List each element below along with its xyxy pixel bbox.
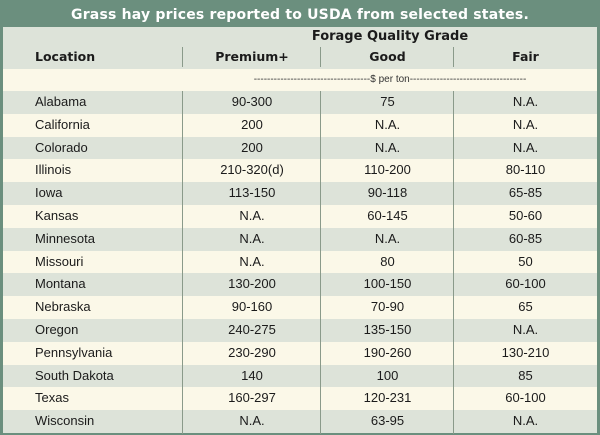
table-row: Iowa 113-150 90-118 65-85	[3, 182, 597, 205]
location-cell: Wisconsin	[35, 413, 95, 429]
premium-cell: 200	[241, 116, 263, 132]
fair-cell: N.A.	[512, 116, 539, 132]
table-row: Colorado 200 N.A. N.A.	[3, 136, 597, 160]
fair-cell: N.A.	[512, 322, 539, 337]
good-cell: 60-145	[367, 208, 408, 223]
column-divider-2	[320, 91, 321, 434]
location-cell: Missouri	[35, 253, 84, 269]
fair-cell: 60-100	[505, 390, 546, 406]
good-cell: 90-118	[367, 185, 408, 201]
good-cell: 110-200	[364, 162, 411, 178]
table-row: Nebraska 90-160 70-90 65	[3, 296, 597, 319]
good-cell: N.A.	[374, 116, 401, 132]
good-cell: 63-95	[370, 413, 405, 429]
table-title: Grass hay prices reported to USDA from s…	[3, 3, 597, 27]
location-cell: Illinois	[35, 162, 72, 178]
location-cell: South Dakota	[35, 367, 114, 383]
column-header-premium: Premium+	[215, 49, 289, 64]
table-row: Montana 130-200 100-150 60-100	[3, 273, 597, 297]
table-row: Minnesota N.A. N.A. 60-85	[3, 227, 597, 251]
good-cell: N.A.	[374, 139, 401, 155]
unit-label: -----------------------------------$ per…	[253, 74, 527, 85]
good-cell: 80	[380, 253, 395, 269]
premium-cell: 90-160	[231, 299, 273, 315]
column-divider-1-header	[182, 47, 183, 67]
fair-cell: 130-210	[501, 344, 550, 360]
header-band	[3, 27, 597, 69]
premium-cell: 90-300	[231, 94, 273, 109]
table-row: Pennsylvania 230-290 190-260 130-210	[3, 341, 597, 365]
table-row: Oregon 240-275 135-150 N.A.	[3, 319, 597, 342]
premium-cell: 230-290	[228, 344, 276, 360]
premium-cell: 130-200	[228, 276, 276, 292]
premium-cell: N.A.	[239, 208, 265, 223]
unit-row	[3, 69, 597, 91]
fair-cell: 50	[518, 253, 533, 269]
fair-cell: N.A.	[512, 139, 539, 155]
good-cell: 100-150	[363, 276, 412, 292]
fair-cell: 60-85	[508, 230, 543, 246]
premium-cell: 210-320(d)	[220, 162, 284, 178]
premium-cell: 140	[241, 367, 263, 383]
premium-cell: N.A.	[239, 253, 265, 269]
fair-cell: N.A.	[512, 413, 539, 429]
good-cell: N.A.	[374, 230, 401, 246]
fair-cell: 65-85	[508, 185, 543, 201]
premium-cell: N.A.	[239, 230, 265, 246]
good-cell: 120-231	[363, 390, 412, 406]
location-cell: Texas	[35, 390, 69, 406]
column-divider-3	[453, 91, 454, 434]
good-cell: 100	[376, 367, 399, 383]
premium-cell: 240-275	[228, 322, 276, 337]
premium-cell: 200	[241, 139, 263, 155]
premium-cell: N.A.	[239, 413, 265, 429]
location-cell: Oregon	[35, 322, 79, 337]
location-cell: Kansas	[35, 208, 79, 223]
location-cell: Nebraska	[35, 299, 91, 315]
table-row: Illinois 210-320(d) 110-200 80-110	[3, 159, 597, 183]
table-row: South Dakota 140 100 85	[3, 364, 597, 388]
location-cell: Colorado	[35, 139, 88, 155]
good-cell: 75	[380, 94, 395, 109]
table-row: Texas 160-297 120-231 60-100	[3, 387, 597, 411]
fair-cell: N.A.	[512, 94, 539, 109]
table-row: Kansas N.A. 60-145 50-60	[3, 205, 597, 228]
good-cell: 70-90	[370, 299, 405, 315]
location-cell: Pennsylvania	[35, 344, 113, 360]
location-cell: Montana	[35, 276, 86, 292]
location-cell: California	[35, 116, 90, 132]
column-header-fair: Fair	[512, 49, 539, 64]
table-row: Missouri N.A. 80 50	[3, 250, 597, 274]
good-cell: 190-260	[363, 344, 412, 360]
column-header-good: Good	[369, 49, 406, 64]
column-divider-3-header	[453, 47, 454, 67]
location-cell: Iowa	[35, 185, 63, 201]
fair-cell: 50-60	[508, 208, 543, 223]
location-cell: Minnesota	[35, 230, 95, 246]
premium-cell: 160-297	[228, 390, 276, 406]
table-row: Alabama 90-300 75 N.A.	[3, 91, 597, 114]
column-divider-2-header	[320, 47, 321, 67]
fair-cell: 60-100	[505, 276, 546, 292]
location-cell: Alabama	[35, 94, 87, 109]
good-cell: 135-150	[363, 322, 412, 337]
fair-cell: 80-110	[505, 162, 546, 178]
forage-quality-grade-header: Forage Quality Grade	[311, 29, 469, 44]
column-header-location: Location	[35, 49, 96, 64]
premium-cell: 113-150	[228, 185, 276, 201]
column-divider-1	[182, 91, 183, 434]
table-row: California 200 N.A. N.A.	[3, 113, 597, 137]
table-row: Wisconsin N.A. 63-95 N.A.	[3, 410, 597, 433]
fair-cell: 65	[518, 299, 533, 315]
fair-cell: 85	[518, 367, 533, 383]
